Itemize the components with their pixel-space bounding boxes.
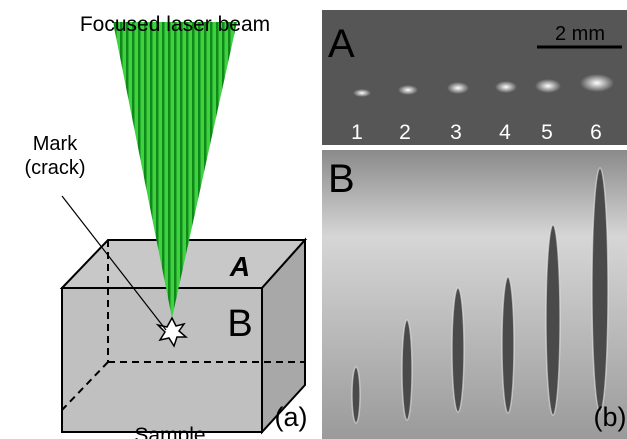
face-front-label: B bbox=[227, 303, 252, 345]
mark-label: (crack) bbox=[24, 157, 85, 179]
mark-number: 4 bbox=[499, 121, 511, 144]
sample-label: Sample bbox=[134, 424, 205, 439]
face-top-label: A bbox=[229, 251, 250, 282]
page: Focused laser beam Mark (crack) A B Samp… bbox=[0, 0, 627, 439]
photo-label: B bbox=[328, 157, 355, 201]
panel-label: (b) bbox=[594, 402, 627, 432]
photo-label: A bbox=[328, 22, 355, 66]
scale-label: 2 mm bbox=[555, 23, 605, 45]
mark-label: Mark bbox=[33, 133, 78, 155]
mark-number: 1 bbox=[351, 121, 363, 144]
mark-number: 3 bbox=[450, 121, 462, 144]
panel-label: (a) bbox=[275, 402, 308, 432]
mark-number: 6 bbox=[590, 121, 602, 144]
photo-side bbox=[322, 150, 627, 439]
beam-label: Focused laser beam bbox=[80, 13, 270, 36]
figure: Focused laser beam Mark (crack) A B Samp… bbox=[0, 0, 627, 439]
mark-number: 5 bbox=[541, 121, 553, 144]
mark-number: 2 bbox=[399, 121, 411, 144]
